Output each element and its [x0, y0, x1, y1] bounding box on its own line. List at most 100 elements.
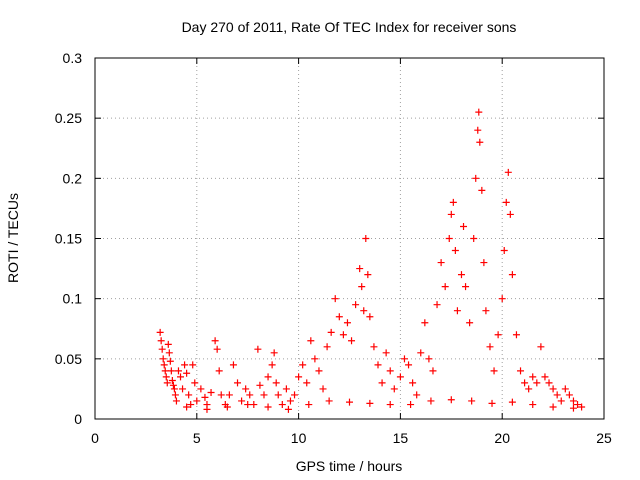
data-point	[475, 108, 483, 116]
data-point	[307, 337, 315, 345]
data-point	[156, 328, 164, 336]
data-point	[541, 373, 549, 381]
chart-title: Day 270 of 2011, Rate Of TEC Index for r…	[182, 19, 517, 35]
data-point	[565, 391, 573, 399]
data-point	[470, 235, 478, 242]
data-point	[215, 367, 223, 375]
data-point	[167, 367, 175, 375]
data-point	[225, 391, 233, 399]
x-tick-label: 25	[596, 430, 612, 446]
data-point	[244, 401, 252, 409]
data-point	[417, 349, 425, 357]
data-point	[159, 355, 167, 363]
x-tick-label: 10	[291, 430, 307, 446]
data-point	[274, 391, 282, 399]
data-point	[352, 301, 360, 309]
data-point	[429, 367, 437, 375]
data-point	[335, 313, 343, 321]
data-point	[407, 401, 415, 409]
data-point	[578, 403, 586, 411]
data-point	[529, 401, 537, 409]
data-point	[291, 391, 299, 399]
x-tick-label: 15	[393, 430, 409, 446]
data-point	[386, 401, 394, 409]
data-point	[366, 399, 374, 407]
data-point	[486, 343, 494, 351]
data-point	[494, 331, 502, 339]
data-point	[303, 379, 311, 387]
data-point	[234, 379, 242, 387]
data-point	[164, 340, 172, 348]
data-point	[472, 174, 480, 182]
data-point	[203, 405, 211, 413]
data-point	[370, 343, 378, 351]
data-point	[346, 398, 353, 406]
data-point	[327, 328, 335, 336]
data-point	[177, 373, 185, 381]
y-tick-label: 0.1	[63, 291, 83, 307]
data-point	[396, 373, 404, 381]
data-point	[362, 235, 370, 242]
data-point	[545, 379, 553, 387]
data-point	[238, 397, 246, 405]
data-point	[163, 379, 171, 387]
data-point	[272, 379, 280, 387]
data-point	[356, 265, 364, 273]
data-point	[574, 401, 582, 409]
data-point	[246, 391, 254, 399]
data-point	[187, 401, 195, 409]
data-point	[315, 367, 323, 375]
y-tick-label: 0.15	[55, 231, 82, 247]
data-point	[529, 373, 537, 381]
data-point	[160, 361, 168, 369]
data-point	[537, 343, 545, 351]
data-point	[437, 259, 445, 267]
data-point	[211, 337, 219, 345]
data-point	[260, 391, 268, 399]
data-point	[213, 345, 221, 353]
data-point	[386, 367, 394, 375]
data-point	[569, 404, 577, 412]
data-point	[549, 403, 557, 411]
data-points	[156, 108, 586, 413]
data-point	[553, 391, 561, 399]
data-point	[569, 397, 577, 405]
data-point	[250, 401, 258, 409]
data-point	[162, 373, 170, 381]
data-point	[256, 381, 264, 389]
grid-lines	[95, 58, 604, 419]
data-point	[278, 401, 286, 409]
data-point	[533, 379, 541, 387]
data-point	[217, 391, 225, 399]
data-point	[557, 397, 565, 405]
data-point	[421, 319, 429, 327]
data-point	[169, 381, 177, 389]
data-point	[462, 283, 470, 291]
data-point	[339, 331, 347, 339]
data-point	[525, 385, 533, 393]
data-point	[158, 345, 166, 353]
data-point	[480, 259, 488, 267]
data-point	[400, 355, 408, 363]
data-point	[460, 222, 468, 230]
data-point	[161, 367, 169, 375]
data-point	[223, 403, 231, 411]
data-point	[193, 397, 201, 405]
data-point	[445, 235, 453, 242]
data-point	[508, 271, 516, 279]
data-point	[490, 367, 498, 375]
data-point	[170, 385, 178, 393]
y-tick-label: 0.05	[55, 351, 82, 367]
data-point	[474, 126, 482, 134]
data-point	[441, 283, 449, 291]
data-point	[482, 307, 490, 315]
x-axis-label: GPS time / hours	[296, 458, 403, 474]
data-point	[183, 403, 191, 411]
data-point	[242, 385, 250, 393]
data-point	[427, 397, 435, 405]
data-point	[331, 295, 339, 303]
data-point	[168, 376, 176, 384]
data-point	[185, 391, 193, 399]
data-point	[517, 367, 525, 375]
